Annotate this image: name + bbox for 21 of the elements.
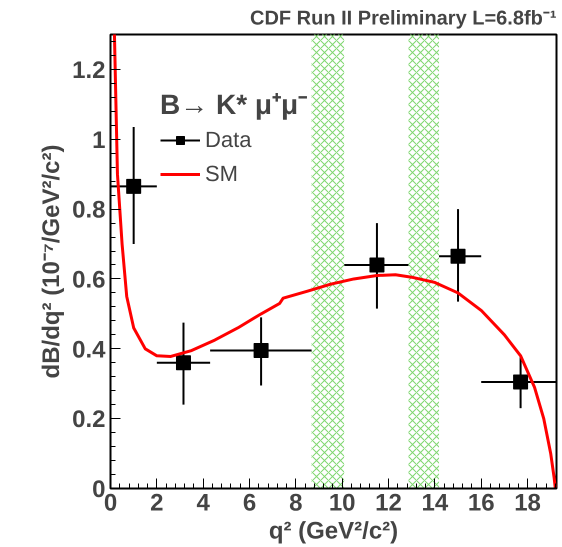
x-tick-label: 4 [196,490,210,516]
x-tick-label: 10 [328,490,356,516]
legend-title: B→ K* μ⁺μ⁻ [160,88,308,122]
x-axis-title: q² (GeV²/c²) [268,518,398,544]
x-tick-label: 2 [150,490,164,516]
y-tick-label: 1.2 [72,56,106,84]
x-tick-label: 14 [422,490,449,516]
x-tick-label: 16 [468,490,495,516]
chart-title: CDF Run II Preliminary L=6.8fb⁻¹ [250,8,557,30]
y-axis-title: dB/dq² (10⁻⁷/GeV²/c²) [38,144,66,378]
x-tick-label: 6 [242,490,256,516]
y-tick-label: 0.8 [72,196,106,224]
legend-label: Data [205,127,252,153]
y-tick-label: 0.6 [72,266,106,294]
x-tick-label: 18 [514,490,541,516]
x-tick-label: 8 [289,490,303,516]
y-tick-label: 0.4 [72,336,106,364]
legend-label: SM [205,161,238,187]
y-tick-label: 0.2 [72,406,106,434]
x-tick-label: 12 [375,490,402,516]
y-tick-label: 1 [92,126,106,154]
